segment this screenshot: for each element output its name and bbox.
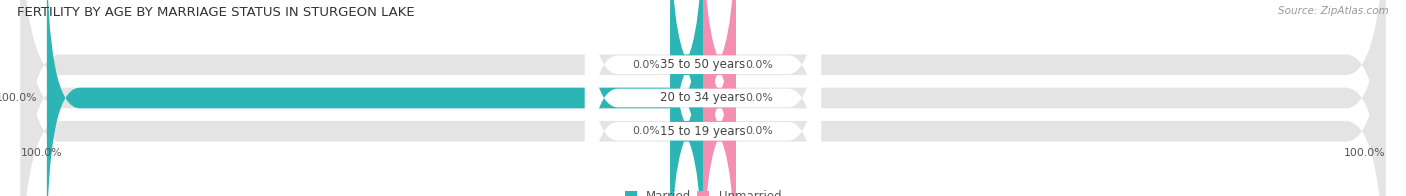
FancyBboxPatch shape [21, 0, 1385, 196]
FancyBboxPatch shape [671, 0, 703, 196]
Text: Source: ZipAtlas.com: Source: ZipAtlas.com [1278, 6, 1389, 16]
Text: 0.0%: 0.0% [633, 126, 661, 136]
Text: 15 to 19 years: 15 to 19 years [661, 125, 745, 138]
FancyBboxPatch shape [585, 0, 821, 196]
FancyBboxPatch shape [21, 0, 1385, 196]
Text: 100.0%: 100.0% [21, 148, 62, 158]
FancyBboxPatch shape [21, 0, 1385, 196]
FancyBboxPatch shape [585, 0, 821, 196]
FancyBboxPatch shape [703, 0, 735, 196]
Text: 100.0%: 100.0% [1344, 148, 1385, 158]
Text: 0.0%: 0.0% [745, 126, 773, 136]
Text: 0.0%: 0.0% [745, 60, 773, 70]
FancyBboxPatch shape [585, 0, 821, 196]
Text: FERTILITY BY AGE BY MARRIAGE STATUS IN STURGEON LAKE: FERTILITY BY AGE BY MARRIAGE STATUS IN S… [17, 6, 415, 19]
Text: 0.0%: 0.0% [633, 60, 661, 70]
Text: 100.0%: 100.0% [0, 93, 37, 103]
FancyBboxPatch shape [671, 0, 703, 196]
Text: 35 to 50 years: 35 to 50 years [661, 58, 745, 71]
FancyBboxPatch shape [703, 0, 735, 196]
Legend: Married, Unmarried: Married, Unmarried [620, 185, 786, 196]
Text: 0.0%: 0.0% [745, 93, 773, 103]
FancyBboxPatch shape [46, 0, 703, 196]
FancyBboxPatch shape [703, 0, 735, 196]
Text: 20 to 34 years: 20 to 34 years [661, 92, 745, 104]
